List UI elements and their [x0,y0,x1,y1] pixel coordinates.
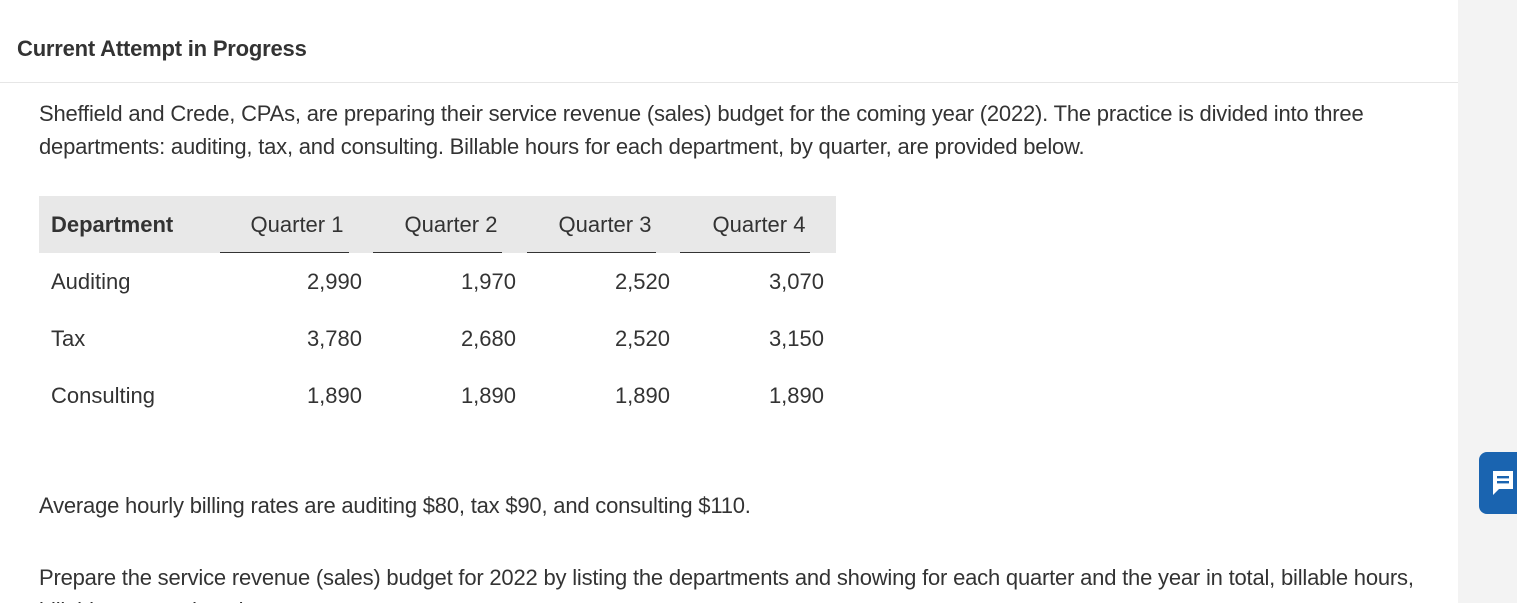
cell-tax-q4: 3,150 [768,325,824,351]
table-row-tax: Tax 3,780 2,680 2,520 3,150 [39,310,836,367]
cell-consulting-q2: 1,890 [460,382,516,408]
cell-consulting-q4: 1,890 [768,382,824,408]
quarter-2-underline [373,252,502,253]
quarter-1-underline [220,252,349,253]
cell-consulting-q1: 1,890 [306,382,362,408]
billing-rates-text: Average hourly billing rates are auditin… [39,493,751,518]
table-header-row: Department Quarter 1 Quarter 2 Quarter 3… [39,196,836,253]
table-row-consulting: Consulting 1,890 1,890 1,890 1,890 [39,367,836,424]
table-row-auditing: Auditing 2,990 1,970 2,520 3,070 [39,253,836,310]
cell-auditing-q3: 2,520 [614,268,670,294]
cell-tax-q2: 2,680 [460,325,516,351]
quarter-3-underline [527,252,656,253]
attempt-header: Current Attempt in Progress [0,0,1458,83]
message-icon [1493,471,1513,495]
column-header-quarter-2: Quarter 2 [374,196,528,253]
quarter-4-underline [680,252,810,253]
cell-consulting-q3: 1,890 [614,382,670,408]
feedback-button[interactable] [1479,452,1517,514]
column-header-quarter-1: Quarter 1 [220,196,374,253]
row-label-tax: Tax [51,325,86,351]
cell-tax-q3: 2,520 [614,325,670,351]
prepare-instructions: Prepare the service revenue (sales) budg… [39,565,1414,603]
row-label-consulting: Consulting [51,382,155,408]
column-header-department: Department [39,196,220,253]
cell-auditing-q2: 1,970 [460,268,516,294]
attempt-status-title: Current Attempt in Progress [17,36,307,61]
problem-intro: Sheffield and Crede, CPAs, are preparing… [39,101,1364,159]
row-label-auditing: Auditing [51,268,131,294]
cell-auditing-q4: 3,070 [768,268,824,294]
cell-auditing-q1: 2,990 [306,268,362,294]
billable-hours-table: Department Quarter 1 Quarter 2 Quarter 3… [39,196,836,424]
cell-tax-q1: 3,780 [306,325,362,351]
column-header-quarter-3: Quarter 3 [528,196,682,253]
column-header-quarter-4: Quarter 4 [682,196,836,253]
